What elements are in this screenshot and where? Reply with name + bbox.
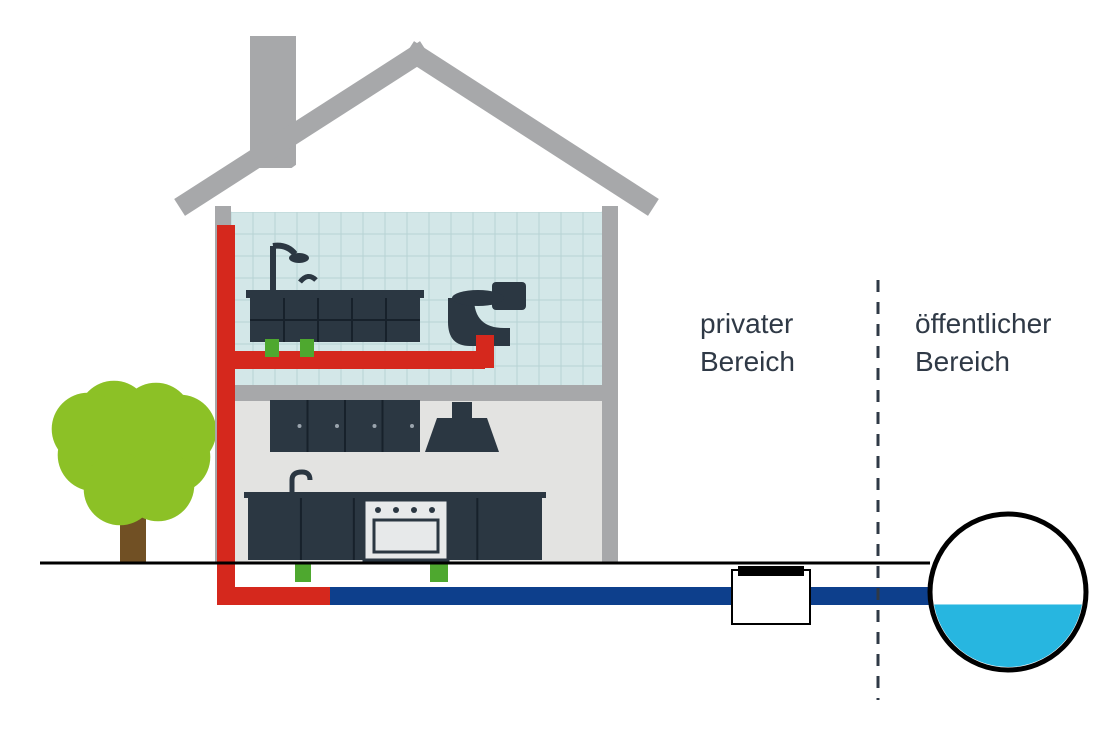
label-public-line1: öffentlicher [915,305,1051,343]
shower-head [289,253,309,263]
drain-stub-3 [430,564,448,582]
drain-stub-1 [300,339,314,357]
drain-stub-0 [265,339,279,357]
label-private-line1: privater [700,305,793,343]
sewer-water [930,604,1086,746]
diagram-stage: privater Bereich öffentlicher Bereich [0,0,1112,746]
wall-right [602,206,618,563]
range-hood [425,418,499,452]
manhole-lid [738,566,804,576]
floor-slab [215,385,618,401]
drain-stub-2 [295,564,311,582]
tree-foliage [52,381,217,526]
label-private-line2: Bereich [700,343,795,381]
inspection-chamber [732,570,810,624]
label-public-line2: Bereich [915,343,1010,381]
